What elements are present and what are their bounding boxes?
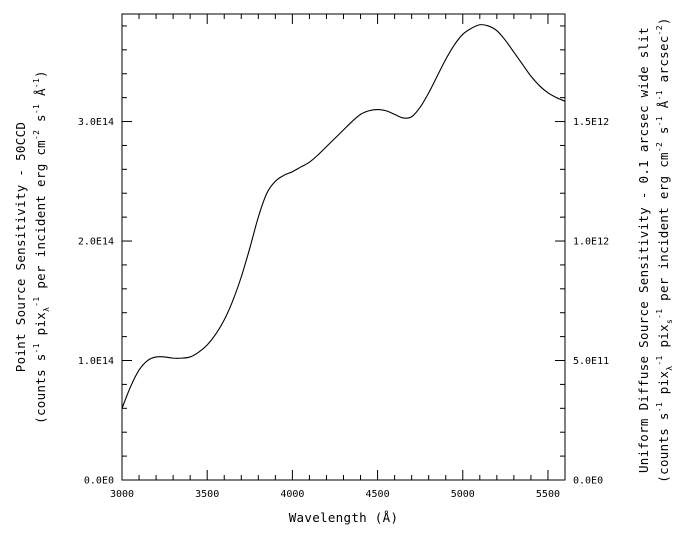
y-left-tick-label: 3.0E14 (78, 117, 114, 128)
right-axis-title-line1: Uniform Diffuse Source Sensitivity - 0.1… (636, 27, 651, 473)
right-axis-title-line2: (counts s-1 pixλ-1 pixs-1 per incident e… (655, 17, 674, 482)
x-tick-label: 4500 (366, 489, 390, 500)
y-right-tick-label: 5.0E11 (573, 356, 609, 367)
left-axis-title-line1: Point Source Sensitivity - 50CCD (13, 122, 28, 372)
x-tick-label: 3500 (195, 489, 219, 500)
x-axis-title: Wavelength (Å) (289, 510, 399, 525)
right-axis-title: Uniform Diffuse Source Sensitivity - 0.1… (636, 17, 674, 482)
y-left-tick-label: 2.0E14 (78, 237, 114, 248)
y-right-tick-label: 1.5E12 (573, 117, 609, 128)
x-tick-label: 5000 (451, 489, 475, 500)
left-axis-title-line2: (counts s-1 pixλ-1 per incident erg cm-2… (32, 70, 51, 424)
y-right-tick-label: 0.0E0 (573, 476, 603, 487)
x-tick-label: 3000 (110, 489, 134, 500)
left-axis-title: Point Source Sensitivity - 50CCD (counts… (13, 70, 51, 424)
y-right-tick-label: 1.0E12 (573, 237, 609, 248)
y-left-tick-label: 0.0E0 (84, 476, 114, 487)
axis-ticks (121, 14, 566, 481)
plot-frame (121, 13, 566, 481)
x-tick-label: 5500 (536, 489, 560, 500)
x-tick-label: 4000 (280, 489, 304, 500)
axis-tick-labels: 3000 3500 4000 4500 5000 5500 0.0E0 1.0E14 2.0E1… (78, 117, 609, 500)
sensitivity-curve (121, 24, 566, 409)
y-left-tick-label: 1.0E14 (78, 356, 114, 367)
